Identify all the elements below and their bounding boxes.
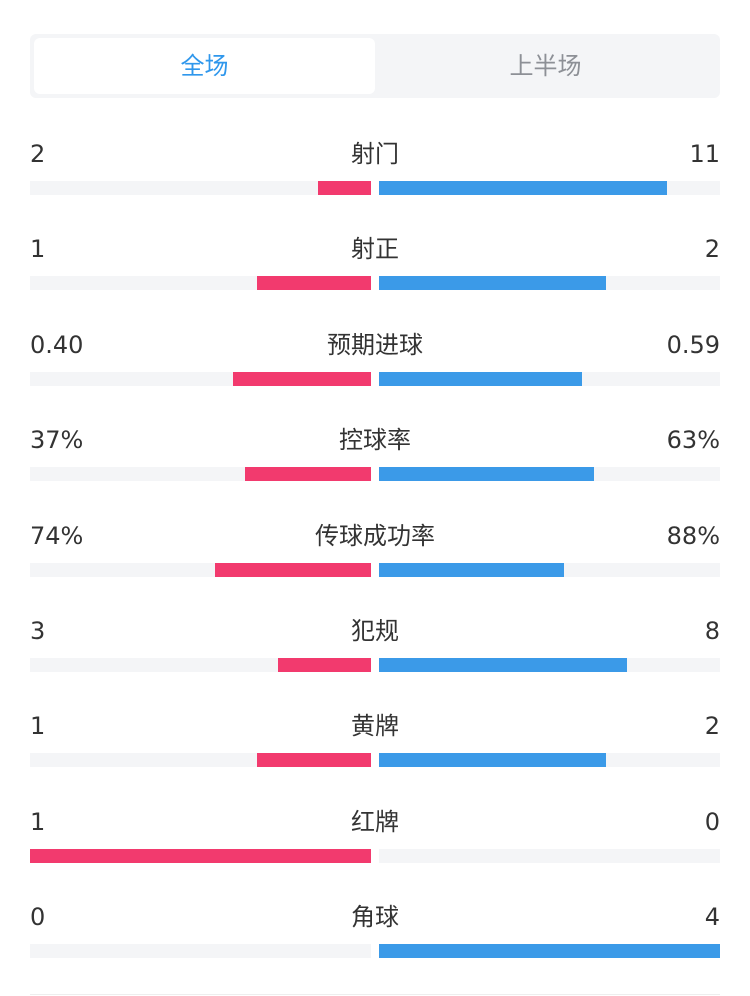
stat-label: 射门: [351, 140, 399, 168]
away-bar-fill: [379, 467, 594, 481]
away-bar-track: [379, 944, 720, 958]
home-bar-track: [30, 849, 371, 863]
tab-full-match[interactable]: 全场: [34, 38, 375, 94]
stat-away-value: 11: [689, 140, 720, 168]
stat-home-value: 1: [30, 712, 46, 740]
away-bar-fill: [379, 944, 720, 958]
stat-away-value: 63%: [666, 426, 720, 454]
stat-away-value: 2: [704, 712, 720, 740]
away-bar-track: [379, 849, 720, 863]
home-bar-track: [30, 467, 371, 481]
away-bar-fill: [379, 563, 564, 577]
away-bar-track: [379, 276, 720, 290]
stat-away-value: 88%: [666, 522, 720, 550]
away-bar-track: [379, 658, 720, 672]
stat-row: 1 红牌 0: [0, 802, 750, 882]
stat-row: 0.40 预期进球 0.59: [0, 325, 750, 405]
home-bar-track: [30, 181, 371, 195]
stat-away-value: 8: [704, 617, 720, 645]
stat-home-value: 1: [30, 235, 46, 263]
away-bar-track: [379, 181, 720, 195]
home-bar-fill: [257, 753, 371, 767]
stat-away-value: 2: [704, 235, 720, 263]
stat-row: 37% 控球率 63%: [0, 420, 750, 500]
period-tabs: 全场 上半场: [30, 34, 720, 98]
stat-home-value: 1: [30, 808, 46, 836]
home-bar-track: [30, 944, 371, 958]
home-bar-fill: [30, 849, 371, 863]
away-bar-fill: [379, 753, 606, 767]
stat-row: 1 射正 2: [0, 229, 750, 309]
divider: [30, 994, 720, 995]
stat-label: 传球成功率: [315, 522, 435, 550]
home-bar-fill: [318, 181, 371, 195]
stat-home-value: 74%: [30, 522, 84, 550]
stat-label: 犯规: [351, 617, 399, 645]
stat-away-value: 0.59: [666, 331, 720, 359]
home-bar-fill: [233, 372, 371, 386]
home-bar-fill: [257, 276, 371, 290]
stat-label: 角球: [351, 903, 399, 931]
stat-away-value: 0: [704, 808, 720, 836]
stat-label: 预期进球: [327, 331, 423, 359]
away-bar-track: [379, 753, 720, 767]
stat-label: 黄牌: [351, 712, 399, 740]
stat-row: 0 角球 4: [0, 897, 750, 977]
home-bar-fill: [278, 658, 371, 672]
stat-home-value: 2: [30, 140, 46, 168]
stat-home-value: 0.40: [30, 331, 84, 359]
stat-label: 射正: [351, 235, 399, 263]
stat-row: 3 犯规 8: [0, 611, 750, 691]
stat-row: 2 射门 11: [0, 134, 750, 214]
home-bar-track: [30, 753, 371, 767]
stat-label: 红牌: [351, 808, 399, 836]
home-bar-fill: [215, 563, 371, 577]
home-bar-fill: [245, 467, 371, 481]
tab-first-half[interactable]: 上半场: [509, 52, 582, 80]
away-bar-fill: [379, 658, 627, 672]
away-bar-fill: [379, 181, 667, 195]
away-bar-track: [379, 563, 720, 577]
away-bar-track: [379, 467, 720, 481]
away-bar-fill: [379, 276, 606, 290]
stat-home-value: 37%: [30, 426, 84, 454]
away-bar-fill: [379, 372, 582, 386]
stat-row: 74% 传球成功率 88%: [0, 516, 750, 596]
stat-home-value: 0: [30, 903, 46, 931]
home-bar-track: [30, 372, 371, 386]
away-bar-track: [379, 372, 720, 386]
home-bar-track: [30, 563, 371, 577]
stat-label: 控球率: [339, 426, 411, 454]
home-bar-track: [30, 276, 371, 290]
stat-row: 1 黄牌 2: [0, 706, 750, 786]
stat-away-value: 4: [704, 903, 720, 931]
home-bar-track: [30, 658, 371, 672]
stat-home-value: 3: [30, 617, 46, 645]
